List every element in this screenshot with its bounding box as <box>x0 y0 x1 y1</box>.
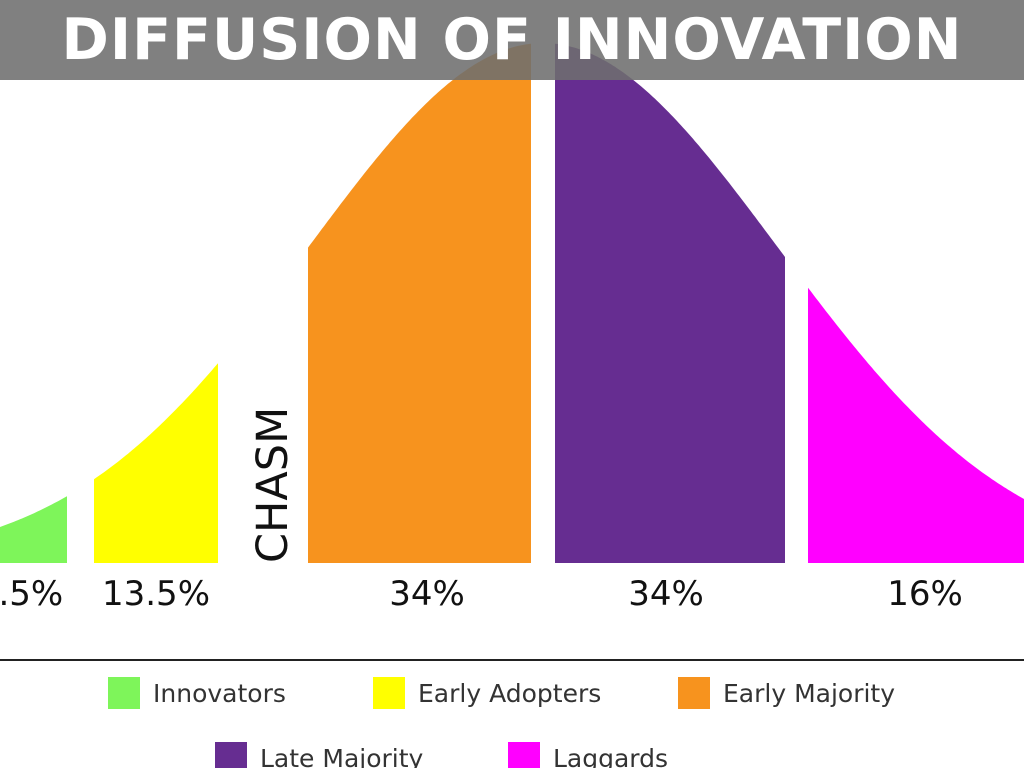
legend-swatch-early-majority <box>678 677 710 709</box>
segment-innovators <box>0 496 67 563</box>
segment-late-majority <box>555 43 785 563</box>
legend-label-late-majority: Late Majority <box>260 744 424 768</box>
legend-swatch-laggards <box>508 742 540 768</box>
legend-swatch-early-adopters <box>373 677 405 709</box>
value-label-late-majority: 34% <box>628 574 704 614</box>
chasm-annotation: CHASM <box>248 407 298 563</box>
legend-label-innovators: Innovators <box>153 679 286 708</box>
legend-swatch-late-majority <box>215 742 247 768</box>
curve-segments <box>0 43 1024 563</box>
legend-swatch-innovators <box>108 677 140 709</box>
value-label-early-adopters: 13.5% <box>102 574 210 614</box>
title-bar <box>0 0 1024 80</box>
legend: Innovators Early Adopters Early Majority La… <box>108 677 895 768</box>
segment-laggards <box>808 287 1024 563</box>
legend-label-early-adopters: Early Adopters <box>418 679 601 708</box>
legend-label-laggards: Laggards <box>553 744 668 768</box>
segment-early-majority <box>308 43 531 563</box>
value-labels: 2.5% 13.5% 34% 34% 16% <box>0 574 963 614</box>
page-title: DIFFUSION OF INNOVATION <box>61 7 963 73</box>
value-label-early-majority: 34% <box>389 574 465 614</box>
segment-early-adopters <box>94 363 218 563</box>
value-label-innovators: 2.5% <box>0 574 63 614</box>
legend-label-early-majority: Early Majority <box>723 679 895 708</box>
value-label-laggards: 16% <box>887 574 963 614</box>
